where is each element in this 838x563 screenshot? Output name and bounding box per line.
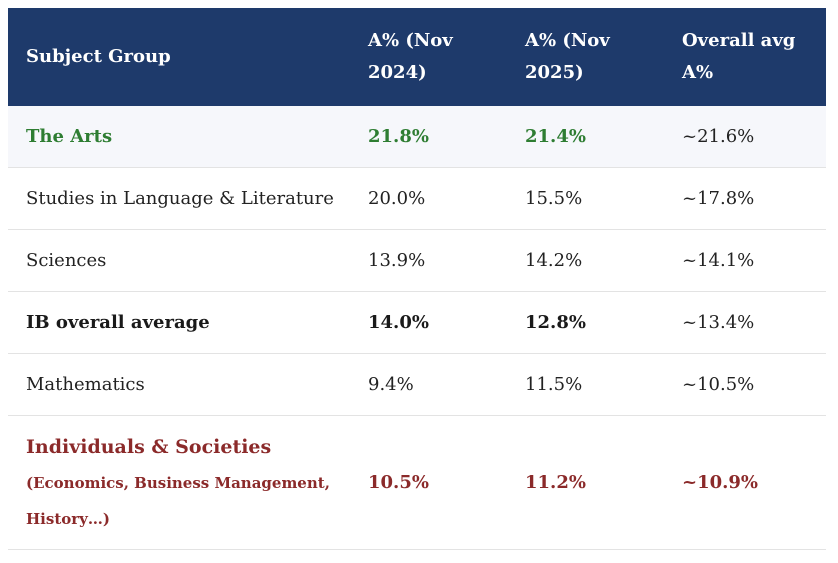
subject-cell: Sciences xyxy=(8,229,350,292)
nov-2024-cell: 10.5% xyxy=(350,415,507,550)
subject-cell: Studies in Language & Literature xyxy=(8,167,350,230)
table-row: IB overall average 14.0% 12.8% ~13.4% xyxy=(8,291,826,354)
nov-2025-cell: 21.4% xyxy=(507,106,664,168)
header-nov-2024: A% (Nov 2024) xyxy=(368,30,453,83)
header-subject-group: Subject Group xyxy=(26,46,171,67)
nov-2025-cell: 11.5% xyxy=(507,353,664,416)
subject-note: (Economics, Business Management, History… xyxy=(26,473,330,528)
table-row: Mathematics 9.4% 11.5% ~10.5% xyxy=(8,353,826,416)
table-body: The Arts 21.8% 21.4% ~21.6% Studies in L… xyxy=(8,106,826,550)
nov-2025-cell: 14.2% xyxy=(507,229,664,292)
overall-avg-cell: ~21.6% xyxy=(664,106,826,168)
table-row: The Arts 21.8% 21.4% ~21.6% xyxy=(8,106,826,168)
nov-2024-cell: 9.4% xyxy=(350,353,507,416)
header-nov-2025: A% (Nov 2025) xyxy=(525,30,610,83)
header-overall-avg: Overall avg A% xyxy=(682,30,796,83)
subject-cell: Mathematics xyxy=(8,353,350,416)
header-row: Subject Group A% (Nov 2024) A% (Nov 2025… xyxy=(8,8,826,106)
nov-2024-cell: 13.9% xyxy=(350,229,507,292)
nov-2025-cell: 11.2% xyxy=(507,415,664,550)
subject-results-table: Subject Group A% (Nov 2024) A% (Nov 2025… xyxy=(8,8,826,550)
nov-2025-cell: 15.5% xyxy=(507,167,664,230)
overall-avg-cell: ~17.8% xyxy=(664,167,826,230)
subject-cell: IB overall average xyxy=(8,291,350,354)
table-row: Sciences 13.9% 14.2% ~14.1% xyxy=(8,229,826,292)
table-header: Subject Group A% (Nov 2024) A% (Nov 2025… xyxy=(8,8,826,106)
table-row: Studies in Language & Literature 20.0% 1… xyxy=(8,167,826,230)
nov-2025-cell: 12.8% xyxy=(507,291,664,354)
table-row: Individuals & Societies (Economics, Busi… xyxy=(8,415,826,550)
overall-avg-cell: ~14.1% xyxy=(664,229,826,292)
results-table-container: Subject Group A% (Nov 2024) A% (Nov 2025… xyxy=(8,8,826,550)
subject-cell: The Arts xyxy=(8,106,350,168)
overall-avg-cell: ~10.5% xyxy=(664,353,826,416)
nov-2024-cell: 14.0% xyxy=(350,291,507,354)
subject-cell: Individuals & Societies (Economics, Busi… xyxy=(8,415,350,550)
subject-title: Individuals & Societies xyxy=(26,435,272,458)
overall-avg-cell: ~10.9% xyxy=(664,415,826,550)
nov-2024-cell: 21.8% xyxy=(350,106,507,168)
overall-avg-cell: ~13.4% xyxy=(664,291,826,354)
nov-2024-cell: 20.0% xyxy=(350,167,507,230)
